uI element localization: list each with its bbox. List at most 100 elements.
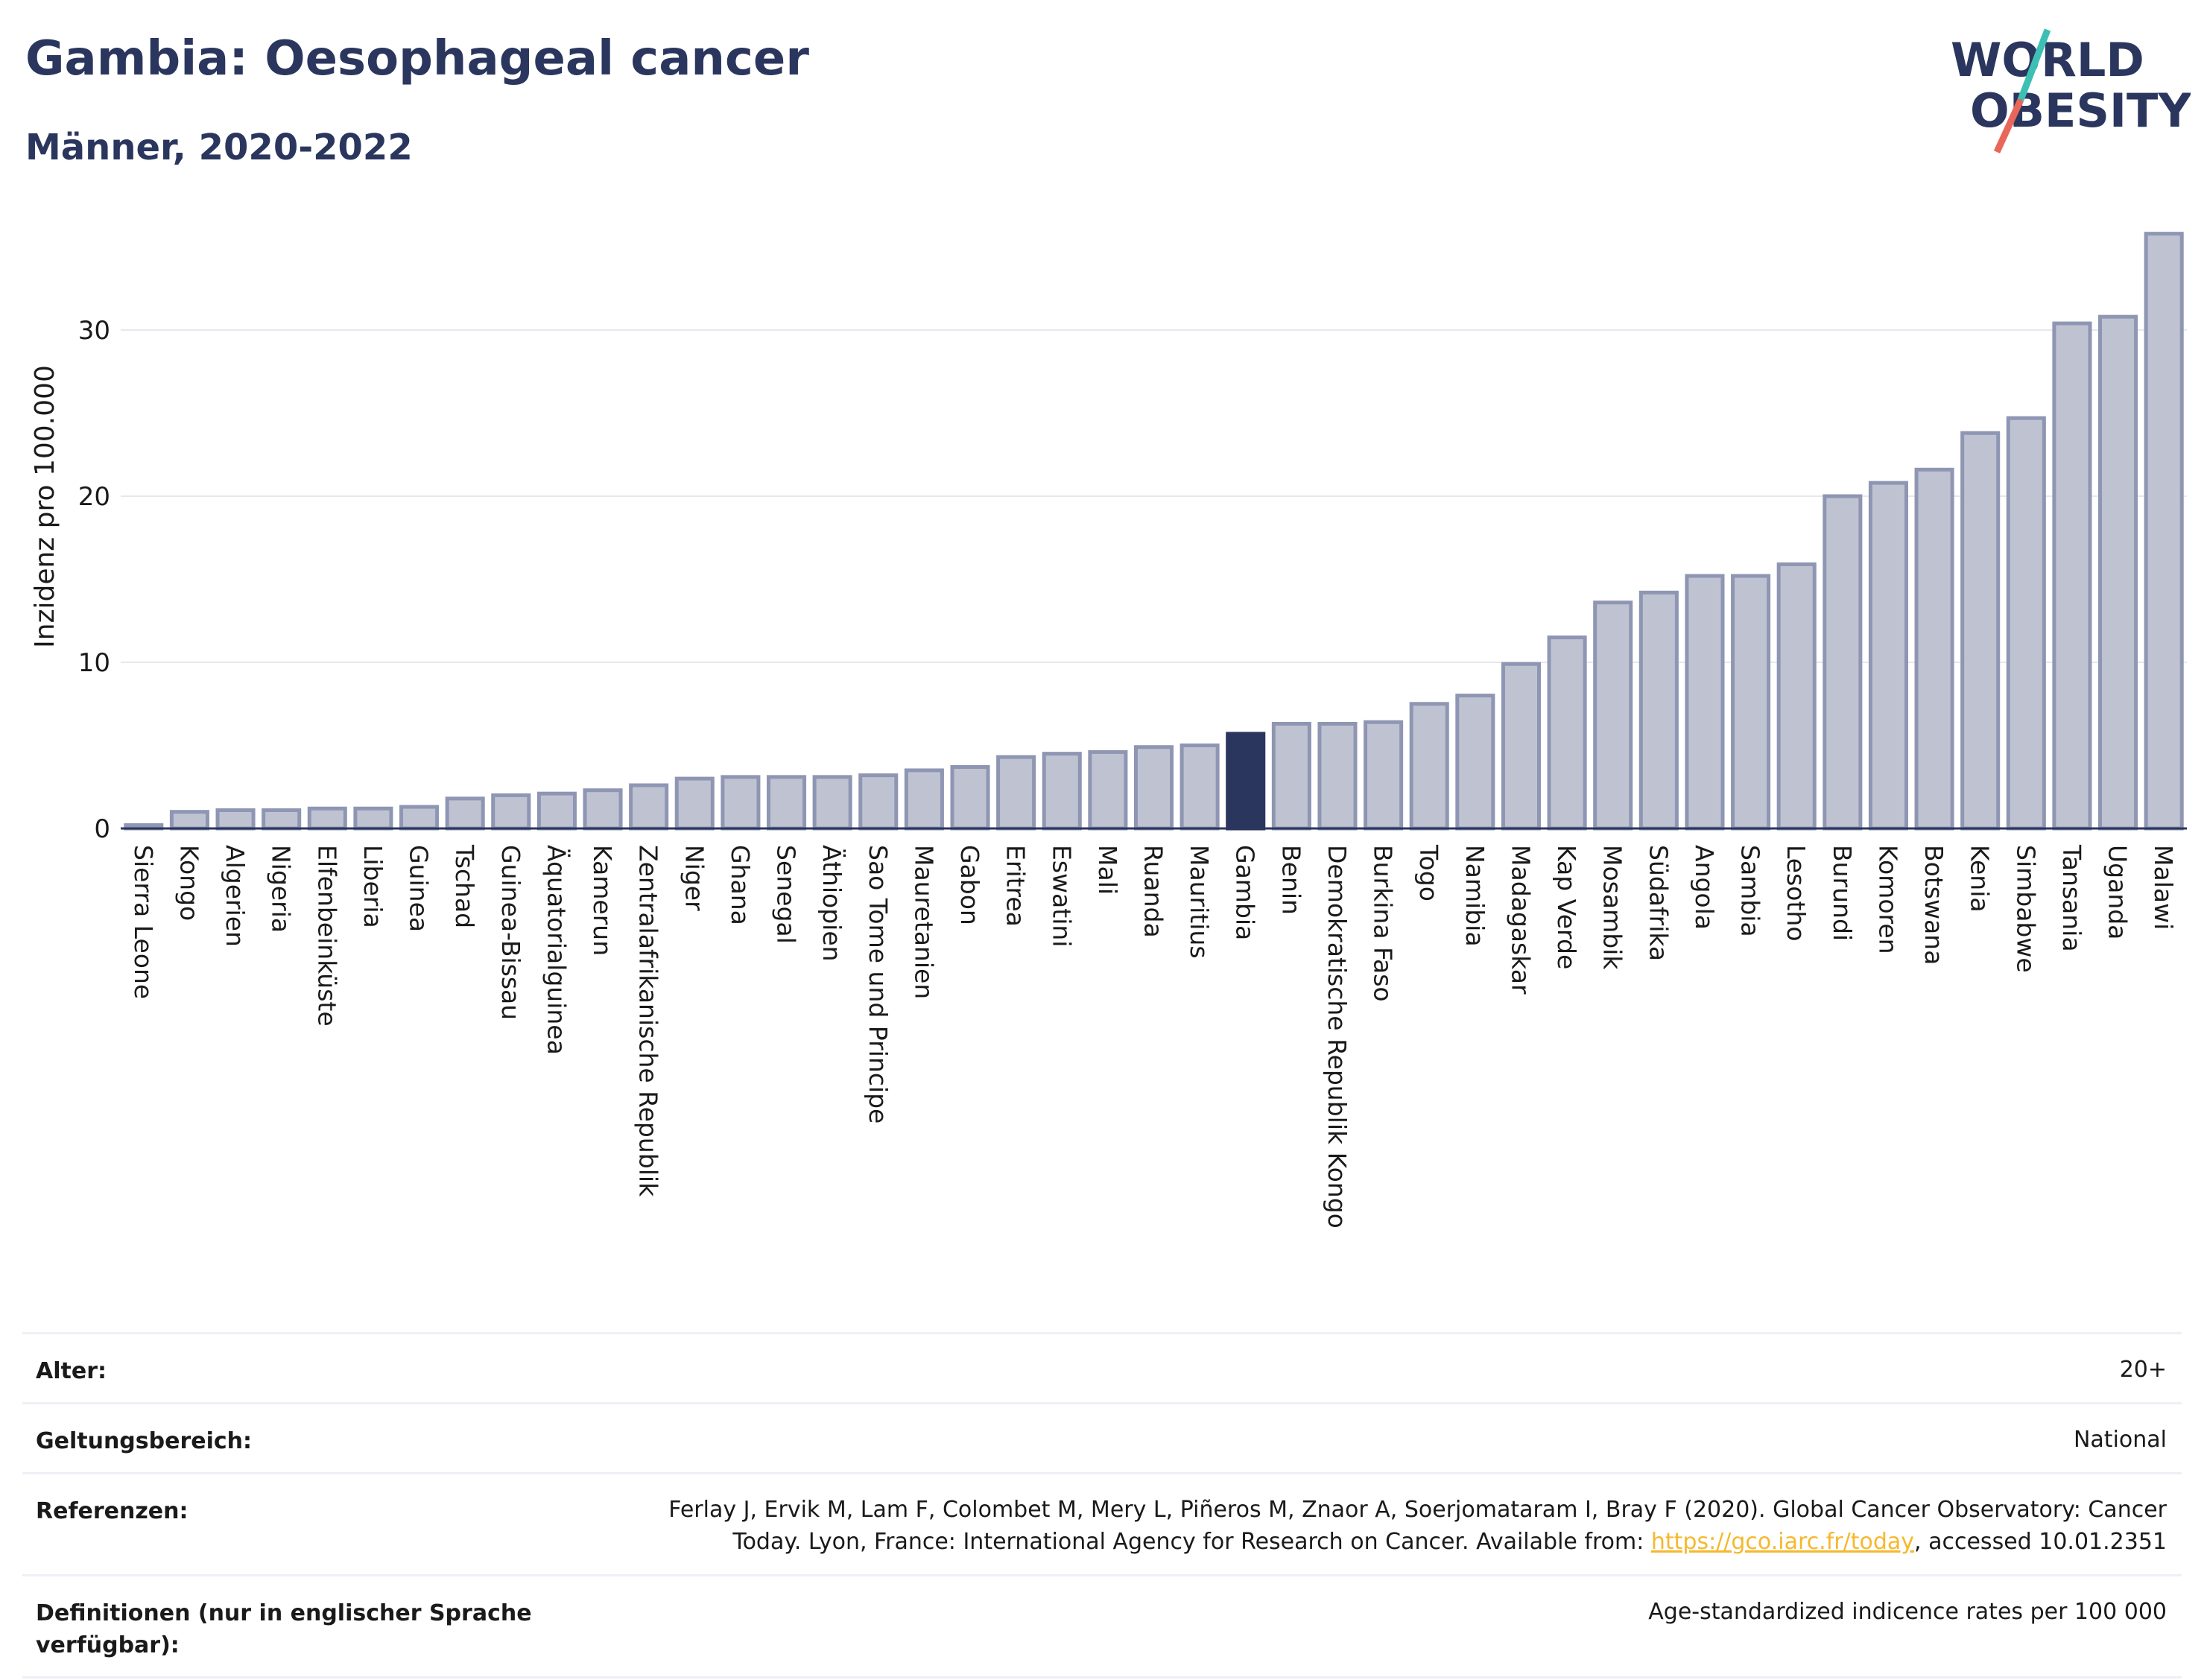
meta-references-value: Ferlay J, Ervik M, Lam F, Colombet M, Me…: [604, 1494, 2167, 1558]
x-tick-label: Angola: [1690, 845, 1719, 930]
bar: [1593, 600, 1633, 831]
bar: [996, 755, 1036, 831]
x-tick-label: Madagaskar: [1506, 845, 1535, 995]
y-tick-label: 30: [78, 316, 110, 346]
x-tick-label: Eritrea: [1001, 845, 1030, 927]
x-tick-label: Komoren: [1873, 845, 1902, 954]
logo-slash-bottom: [1993, 98, 2024, 153]
bar: [858, 773, 899, 831]
bar: [1042, 752, 1082, 831]
x-tick-label: Botswana: [1919, 845, 1948, 965]
bar: [262, 808, 302, 831]
x-tick-label: Kap Verde: [1552, 845, 1581, 969]
bar: [215, 808, 256, 831]
metadata-table: Alter: 20+ Geltungsbereich: National Ref…: [22, 1332, 2182, 1679]
reference-link[interactable]: https://gco.iarc.fr/today: [1650, 1529, 1915, 1555]
bar: [491, 793, 531, 831]
x-tick-label: Mauretanien: [909, 845, 938, 999]
x-tick-label: Sambia: [1736, 845, 1765, 937]
chart-subtitle: Männer, 2020-2022: [25, 127, 413, 168]
bar-chart: 0 10 20 30 Sierra Leone Kongo Algerien Nigeria…: [30, 232, 2187, 1229]
meta-row-scope: Geltungsbereich: National: [22, 1402, 2182, 1472]
x-tick-label: Kongo: [174, 845, 203, 921]
bar: [583, 788, 623, 831]
bar: [1914, 467, 1954, 831]
bar: [1088, 749, 1128, 831]
x-axis-labels: Sierra Leone Kongo Algerien Nigeria Elfenbei…: [129, 844, 2178, 1229]
x-tick-label: Sierra Leone: [129, 845, 158, 999]
x-tick-label: Uganda: [2103, 845, 2132, 939]
x-tick-label: Zentralafrikanische Republik: [634, 845, 663, 1197]
x-tick-label: Mosambik: [1598, 845, 1627, 970]
x-tick-label: Senegal: [772, 845, 801, 944]
x-tick-label: Burkina Faso: [1369, 845, 1398, 1002]
bar: [1868, 481, 1908, 831]
bar: [1455, 694, 1495, 831]
x-tick-label: Mauritius: [1185, 845, 1214, 959]
bar: [1179, 744, 1220, 831]
y-tick-label: 0: [94, 814, 110, 844]
bar: [629, 783, 669, 831]
meta-age-value: 20+: [2119, 1357, 2167, 1383]
meta-references-label: Referenzen:: [36, 1498, 189, 1524]
y-tick-label: 20: [78, 482, 110, 512]
bar: [1638, 590, 1679, 831]
x-tick-label: Tschad: [450, 844, 479, 928]
x-tick-label: Äthiopien: [817, 845, 846, 962]
bar: [536, 791, 577, 831]
y-tick-label: 10: [78, 648, 110, 678]
bar: [2006, 416, 2046, 831]
bar: [721, 775, 761, 831]
logo-slash-top: [2017, 28, 2051, 101]
bar: [1776, 562, 1817, 831]
bar: [2144, 232, 2184, 831]
bar-highlighted: [1226, 732, 1266, 831]
x-tick-label: Südafrika: [1644, 845, 1673, 961]
x-tick-label: Lesotho: [1782, 845, 1811, 942]
bar: [445, 796, 485, 831]
meta-row-references: Referenzen: Ferlay J, Ervik M, Lam F, Co…: [22, 1472, 2182, 1574]
bar: [904, 768, 944, 831]
bar: [1731, 574, 1771, 831]
x-tick-label: Gambia: [1231, 845, 1260, 940]
bar: [812, 775, 852, 831]
chart-title: Gambia: Oesophageal cancer: [25, 31, 809, 86]
meta-age-label: Alter:: [36, 1358, 107, 1384]
x-tick-label: Niger: [680, 845, 709, 911]
x-tick-label: Sao Tome und Principe: [864, 845, 893, 1123]
meta-row-definitions: Definitionen (nur in englischer Sprache …: [22, 1574, 2182, 1679]
x-tick-label: Togo: [1414, 844, 1443, 901]
bar: [353, 806, 393, 831]
x-tick-label: Burundi: [1828, 845, 1857, 941]
bar: [169, 810, 209, 831]
reference-text: Ferlay J, Ervik M, Lam F, Colombet M, Me…: [668, 1497, 2167, 1555]
x-tick-label: Malawi: [2149, 845, 2178, 930]
x-tick-label: Guinea-Bissau: [496, 845, 525, 1020]
bars: [124, 232, 2184, 831]
bar: [1271, 722, 1311, 831]
bar: [1317, 722, 1358, 831]
x-tick-label: Algerien: [221, 845, 250, 947]
bar: [674, 776, 715, 831]
bar: [1823, 494, 1863, 831]
bar: [2098, 314, 2138, 831]
bar: [1409, 702, 1449, 831]
x-tick-label: Simbabwe: [2011, 845, 2040, 973]
meta-row-age: Alter: 20+: [22, 1332, 2182, 1402]
x-tick-label: Elfenbeinküste: [312, 845, 341, 1027]
bar: [950, 764, 990, 831]
reference-accessed: , accessed 10.01.2351: [1914, 1529, 2167, 1555]
x-tick-label: Äquatorialguinea: [542, 845, 571, 1055]
bar: [399, 805, 440, 831]
logo-line-1: WORLD: [1951, 33, 2144, 87]
x-tick-label: Kenia: [1966, 845, 1995, 913]
bar: [1364, 720, 1404, 831]
x-tick-label: Namibia: [1460, 845, 1489, 947]
bar: [766, 775, 807, 831]
x-tick-label: Eswatini: [1047, 845, 1076, 947]
x-tick-label: Ghana: [726, 845, 755, 925]
x-tick-label: Ruanda: [1139, 845, 1168, 938]
x-tick-label: Nigeria: [267, 845, 296, 933]
x-tick-label: Liberia: [358, 845, 387, 928]
bar: [1547, 635, 1587, 831]
